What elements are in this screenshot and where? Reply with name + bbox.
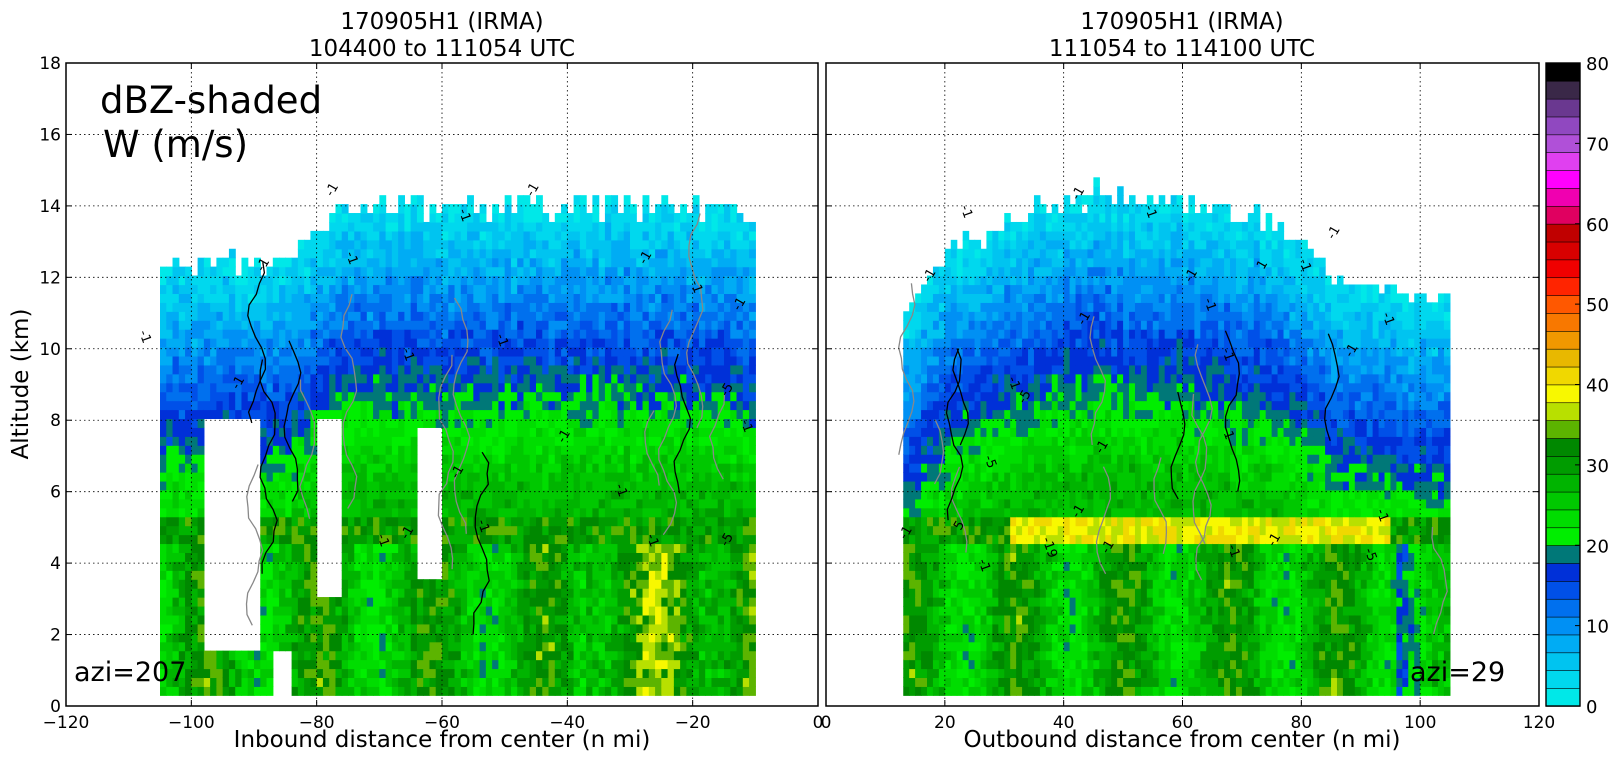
colorbar-segment <box>1546 563 1580 581</box>
x-tick-label: −100 <box>168 713 215 733</box>
colorbar-tick-label: 50 <box>1586 295 1609 316</box>
y-tick-label: 12 <box>39 268 61 288</box>
colorbar-tick-label: 0 <box>1586 697 1597 718</box>
colorbar-segment <box>1546 527 1580 545</box>
colorbar-segment <box>1546 492 1580 510</box>
colorbar-tick-label: 80 <box>1586 54 1609 75</box>
colorbar-segment <box>1546 688 1580 706</box>
colorbar-segment <box>1546 652 1580 670</box>
x-tick-label: 20 <box>934 713 956 733</box>
colorbar-segment <box>1546 313 1580 331</box>
y-tick-label: 4 <box>50 554 61 574</box>
inbound-title-line1: 170905H1 (IRMA) <box>340 9 543 35</box>
y-tick-label: 2 <box>50 626 61 646</box>
x-tick-label: 0 <box>821 713 832 733</box>
colorbar-segment <box>1546 617 1580 635</box>
outbound-xlabel: Outbound distance from center (n mi) <box>964 727 1401 753</box>
annotation-w-ms: W (m/s) <box>103 123 248 166</box>
colorbar-segment <box>1546 295 1580 313</box>
colorbar-segment <box>1546 349 1580 367</box>
colorbar-segment <box>1546 152 1580 170</box>
y-tick-label: 6 <box>50 483 61 503</box>
y-tick-label: 8 <box>50 411 61 431</box>
colorbar-segment <box>1546 670 1580 688</box>
outbound-reflectivity-field <box>903 177 1450 696</box>
colorbar-segment <box>1546 599 1580 617</box>
colorbar-segment <box>1546 277 1580 295</box>
y-tick-label: 14 <box>39 197 61 217</box>
colorbar-segment <box>1546 224 1580 242</box>
colorbar-tick-label: 70 <box>1586 134 1609 155</box>
inbound-azimuth-label: azi=207 <box>74 657 186 688</box>
inbound-xlabel: Inbound distance from center (n mi) <box>234 727 651 753</box>
y-tick-label: 0 <box>50 697 61 717</box>
y-tick-label: 18 <box>39 54 61 74</box>
x-tick-label: 120 <box>1523 713 1555 733</box>
colorbar-segment <box>1546 438 1580 456</box>
colorbar-segment <box>1546 99 1580 117</box>
colorbar-tick-label: 20 <box>1586 536 1609 557</box>
colorbar-segment <box>1546 117 1580 135</box>
colorbar-segment <box>1546 206 1580 224</box>
colorbar-segment <box>1546 259 1580 277</box>
colorbar-tick-label: 10 <box>1586 617 1609 638</box>
contour-label: -1 <box>323 180 342 199</box>
inbound-title-line2: 104400 to 111054 UTC <box>309 36 575 62</box>
colorbar-segment <box>1546 456 1580 474</box>
colorbar-segment <box>1546 420 1580 438</box>
colorbar-segment <box>1546 242 1580 260</box>
colorbar-segment <box>1546 474 1580 492</box>
colorbar-segment <box>1546 170 1580 188</box>
y-tick-label: 16 <box>39 125 61 145</box>
colorbar-segment <box>1546 635 1580 653</box>
outbound-title-line2: 111054 to 114100 UTC <box>1049 36 1315 62</box>
colorbar-segment <box>1546 385 1580 403</box>
contour-label: -1 <box>1324 223 1343 242</box>
contour-label: -1 <box>135 328 154 345</box>
colorbar-segment <box>1546 402 1580 420</box>
contour-label: -1 <box>957 203 976 220</box>
colorbar-segment <box>1546 545 1580 563</box>
colorbar-segment <box>1546 63 1580 81</box>
y-axis-label: Altitude (km) <box>8 309 34 460</box>
colorbar-segment <box>1546 367 1580 385</box>
colorbar-segment <box>1546 581 1580 599</box>
colorbar-tick-label: 60 <box>1586 215 1609 236</box>
colorbar-segment <box>1546 188 1580 206</box>
colorbar-segment <box>1546 134 1580 152</box>
colorbar-tick-label: 40 <box>1586 376 1609 397</box>
y-tick-label: 10 <box>39 340 61 360</box>
colorbar-segment <box>1546 510 1580 528</box>
x-tick-label: 100 <box>1404 713 1436 733</box>
annotation-dbz-shaded: dBZ-shaded <box>100 79 322 122</box>
colorbar-segment <box>1546 81 1580 99</box>
colorbar-segment <box>1546 331 1580 349</box>
outbound-title-line1: 170905H1 (IRMA) <box>1080 9 1283 35</box>
x-tick-label: −20 <box>675 713 711 733</box>
colorbar-tick-label: 30 <box>1586 456 1609 477</box>
outbound-azimuth-label: azi=29 <box>1410 657 1505 688</box>
colorbar: 0 10 20 30 40 50 60 70 80 <box>1546 54 1609 718</box>
